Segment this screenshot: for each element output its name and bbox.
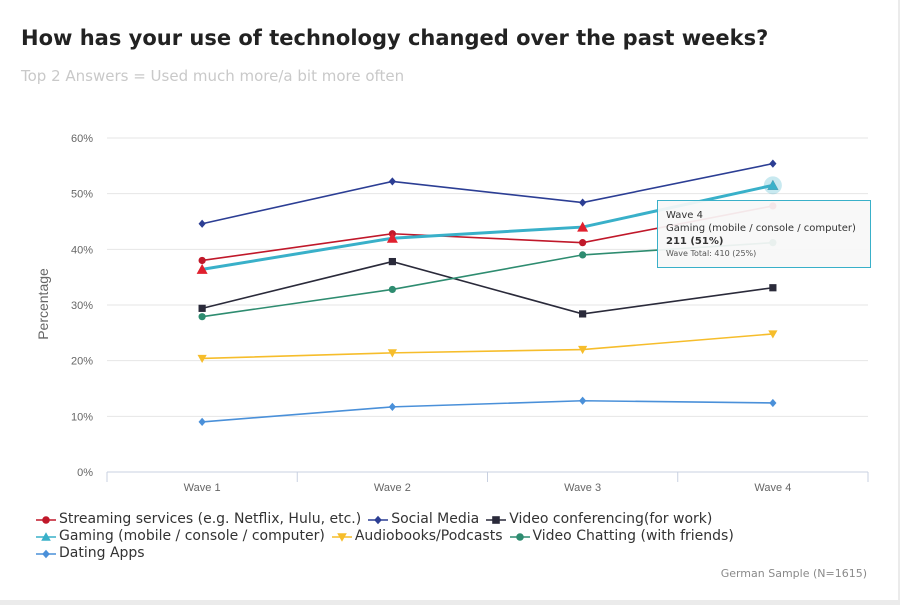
data-point[interactable]	[579, 310, 587, 318]
legend-marker[interactable]	[42, 515, 50, 524]
x-tick-label: Wave 1	[184, 482, 221, 494]
x-axis: Wave 1 Wave 2 Wave 3 Wave 4	[106, 472, 869, 494]
data-point[interactable]	[198, 256, 206, 265]
legend-label-video-chatting: Video Chatting (with friends)	[532, 528, 734, 544]
series-line[interactable]	[201, 162, 774, 225]
x-tick-label: Wave 4	[754, 482, 791, 494]
legend-swatch-gaming	[36, 531, 56, 541]
legend-row-2: Gaming (mobile / console / computer) Aud…	[36, 528, 816, 545]
data-point[interactable]	[388, 402, 396, 411]
sample-note: German Sample (N=1615)	[720, 567, 867, 580]
series-audiobooks-podcasts	[197, 330, 778, 364]
data-point[interactable]	[387, 349, 397, 358]
legend-marker[interactable]	[41, 531, 51, 541]
chart-title: How has your use of technology changed o…	[21, 26, 769, 50]
legend-row-1: Streaming services (e.g. Netflix, Hulu, …	[36, 511, 816, 528]
legend-marker[interactable]	[492, 515, 501, 524]
legend-swatch-dating-apps	[36, 549, 56, 558]
data-point[interactable]	[388, 257, 396, 266]
series-social-media	[198, 159, 777, 228]
data-point[interactable]	[198, 304, 206, 312]
legend-item-video-conferencing[interactable]: Video conferencing(for work)	[486, 511, 712, 528]
y-tick-label: 60%	[71, 133, 93, 145]
x-tick-label: Wave 2	[374, 482, 411, 494]
data-point[interactable]	[769, 284, 777, 292]
legend-swatch-streaming	[36, 515, 56, 524]
legend-swatch-video-chatting	[509, 532, 530, 541]
legend-swatch-social-media	[368, 515, 389, 524]
legend-label-dating-apps: Dating Apps	[59, 545, 145, 561]
tooltip-series: Gaming (mobile / console / computer)	[666, 223, 856, 234]
highlight-layer	[763, 176, 782, 195]
data-point[interactable]	[768, 330, 778, 339]
data-point[interactable]	[386, 232, 398, 243]
legend-label-audiobooks: Audiobooks/Podcasts	[354, 528, 503, 544]
legend-label-gaming: Gaming (mobile / console / computer)	[59, 528, 325, 544]
data-point[interactable]	[578, 345, 588, 355]
legend-marker[interactable]	[374, 515, 383, 524]
legend: Streaming services (e.g. Netflix, Hulu, …	[36, 511, 816, 562]
legend-swatch-audiobooks	[331, 532, 352, 542]
legend-marker[interactable]	[337, 532, 347, 542]
y-tick-label: 50%	[71, 189, 93, 201]
tooltip-wave: Wave 4	[666, 210, 703, 221]
tooltip: Wave 4 Gaming (mobile / console / comput…	[657, 200, 871, 268]
y-tick-label: 20%	[71, 356, 93, 368]
data-point[interactable]	[388, 285, 396, 294]
series-dating-apps	[198, 396, 777, 426]
data-point[interactable]	[198, 219, 206, 228]
y-axis: 0% 10% 20% 30% 40% 50% 60%	[71, 133, 93, 479]
data-point[interactable]	[579, 396, 587, 405]
series-line[interactable]	[202, 399, 773, 423]
y-tick-label: 40%	[71, 244, 93, 256]
y-axis-label: Percentage	[35, 268, 51, 340]
data-point[interactable]	[577, 221, 589, 232]
legend-item-social-media[interactable]: Social Media	[368, 511, 479, 528]
data-point[interactable]	[769, 398, 777, 408]
legend-item-gaming[interactable]: Gaming (mobile / console / computer)	[36, 528, 325, 545]
legend-label-video-conferencing: Video conferencing(for work)	[509, 511, 713, 527]
highlight-point[interactable]	[767, 179, 779, 190]
data-point[interactable]	[198, 417, 206, 426]
legend-row-3: Dating Apps	[36, 545, 816, 562]
legend-item-streaming[interactable]: Streaming services (e.g. Netflix, Hulu, …	[36, 511, 361, 528]
series-video-conferencing-for-work	[198, 257, 777, 318]
legend-swatch-video-conferencing	[486, 515, 507, 524]
series-line[interactable]	[202, 333, 773, 360]
data-point[interactable]	[769, 159, 777, 168]
data-point[interactable]	[579, 251, 587, 259]
tooltip-total: Wave Total: 410 (25%)	[666, 249, 757, 258]
legend-label-streaming: Streaming services (e.g. Netflix, Hulu, …	[59, 511, 362, 527]
legend-marker[interactable]	[42, 549, 50, 558]
y-tick-label: 10%	[71, 411, 93, 423]
legend-item-audiobooks[interactable]: Audiobooks/Podcasts	[331, 528, 503, 545]
legend-marker[interactable]	[515, 532, 524, 541]
data-point[interactable]	[579, 239, 587, 247]
chart-subtitle: Top 2 Answers = Used much more/a bit mor…	[21, 67, 405, 85]
legend-item-dating-apps[interactable]: Dating Apps	[36, 545, 145, 562]
data-point[interactable]	[579, 198, 587, 207]
data-point[interactable]	[388, 177, 396, 186]
data-point[interactable]	[198, 313, 206, 321]
data-point[interactable]	[197, 354, 207, 364]
data-point[interactable]	[196, 263, 208, 274]
tooltip-value: 211 (51%)	[666, 236, 724, 247]
legend-item-video-chatting[interactable]: Video Chatting (with friends)	[509, 528, 734, 545]
legend-label-social-media: Social Media	[391, 511, 480, 527]
x-tick-label: Wave 3	[564, 482, 601, 494]
y-tick-label: 0%	[77, 467, 93, 479]
series-line[interactable]	[201, 260, 773, 315]
y-tick-label: 30%	[71, 300, 93, 312]
